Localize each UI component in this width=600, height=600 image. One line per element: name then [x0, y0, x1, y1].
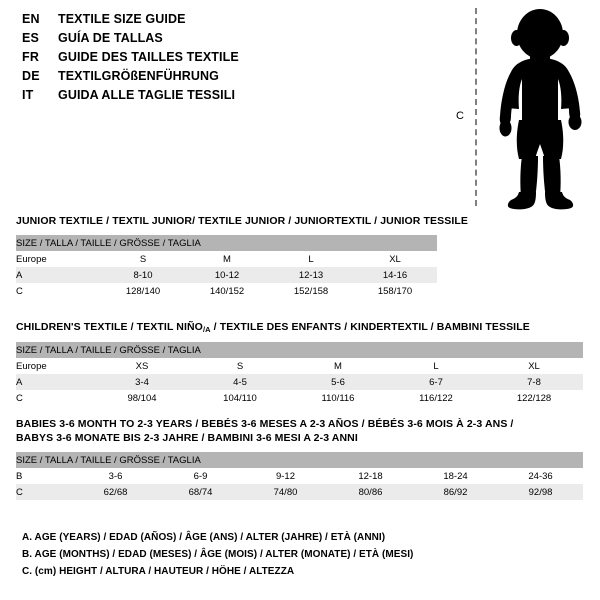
cell-value: 92/98 — [498, 484, 584, 500]
language-code: IT — [22, 88, 34, 102]
table-header-bar-row: SIZE / TALLA / TAILLE / GRÖSSE / TAGLIA — [16, 235, 438, 251]
cell-value: M — [289, 358, 387, 374]
cell-value: 3-6 — [73, 468, 158, 484]
cell-value: S — [101, 251, 185, 267]
row-label: C — [16, 283, 101, 299]
cell-value: 18-24 — [413, 468, 498, 484]
table-babies: SIZE / TALLA / TAILLE / GRÖSSE / TAGLIA … — [16, 452, 584, 500]
cell-value: 8-10 — [101, 267, 185, 283]
table-row: A 8-10 10-12 12-13 14-16 — [16, 267, 438, 283]
language-title: GUÍA DE TALLAS — [58, 31, 163, 45]
cell-value: 86/92 — [413, 484, 498, 500]
child-silhouette-icon — [499, 9, 582, 210]
cell-value: 62/68 — [73, 484, 158, 500]
table-size-bar-label: SIZE / TALLA / TAILLE / GRÖSSE / TAGLIA — [16, 452, 584, 468]
cell-value: 6-9 — [158, 468, 243, 484]
language-code: FR — [22, 50, 40, 64]
cell-value: 152/158 — [269, 283, 353, 299]
row-label: B — [16, 468, 73, 484]
section-title-children-part2: / TEXTILE DES ENFANTS / KINDERTEXTIL / B… — [210, 321, 530, 333]
row-label: C — [16, 484, 73, 500]
language-header-block: EN TEXTILE SIZE GUIDE ES GUÍA DE TALLAS … — [22, 12, 422, 107]
cell-value: 140/152 — [185, 283, 269, 299]
cell-value: S — [191, 358, 289, 374]
cell-value: 110/116 — [289, 390, 387, 406]
cell-value: 7-8 — [485, 374, 584, 390]
cell-value: 12-18 — [328, 468, 413, 484]
cell-value: XS — [93, 358, 191, 374]
height-measure-label: C — [456, 110, 464, 122]
row-label: A — [16, 374, 93, 390]
table-header-bar-row: SIZE / TALLA / TAILLE / GRÖSSE / TAGLIA — [16, 452, 584, 468]
cell-value: 68/74 — [158, 484, 243, 500]
table-row: B 3-6 6-9 9-12 12-18 18-24 24-36 — [16, 468, 584, 484]
cell-value: 24-36 — [498, 468, 584, 484]
language-row: DE TEXTILGRÖßENFÜHRUNG — [22, 69, 422, 88]
measurement-figure: C — [440, 8, 595, 213]
cell-value: XL — [353, 251, 438, 267]
cell-value: 158/170 — [353, 283, 438, 299]
cell-value: 80/86 — [328, 484, 413, 500]
legend-line-a: A. AGE (YEARS) / EDAD (AÑOS) / ÂGE (ANS)… — [22, 532, 386, 543]
cell-value: 3-4 — [93, 374, 191, 390]
table-children: SIZE / TALLA / TAILLE / GRÖSSE / TAGLIA … — [16, 342, 584, 406]
cell-value: 4-5 — [191, 374, 289, 390]
table-header-bar-row: SIZE / TALLA / TAILLE / GRÖSSE / TAGLIA — [16, 342, 584, 358]
cell-value: 12-13 — [269, 267, 353, 283]
cell-value: L — [387, 358, 485, 374]
language-row: ES GUÍA DE TALLAS — [22, 31, 422, 50]
cell-value: 128/140 — [101, 283, 185, 299]
table-row: C 98/104 104/110 110/116 116/122 122/128 — [16, 390, 584, 406]
language-row: IT GUIDA ALLE TAGLIE TESSILI — [22, 88, 422, 107]
cell-value: 6-7 — [387, 374, 485, 390]
section-title-babies-line1: BABIES 3-6 MONTH TO 2-3 YEARS / BEBÉS 3-… — [16, 418, 514, 430]
cell-value: 104/110 — [191, 390, 289, 406]
table-size-bar-label: SIZE / TALLA / TAILLE / GRÖSSE / TAGLIA — [16, 342, 584, 358]
section-junior-textile: JUNIOR TEXTILE / TEXTIL JUNIOR/ TEXTILE … — [16, 214, 468, 299]
language-title: GUIDE DES TAILLES TEXTILE — [58, 50, 239, 64]
cell-value: XL — [485, 358, 584, 374]
table-size-bar-label: SIZE / TALLA / TAILLE / GRÖSSE / TAGLIA — [16, 235, 438, 251]
section-title-children: CHILDREN'S TEXTILE / TEXTIL NIÑO/A / TEX… — [16, 320, 583, 335]
legend-line-b: B. AGE (MONTHS) / EDAD (MESES) / ÂGE (MO… — [22, 549, 414, 560]
language-row: EN TEXTILE SIZE GUIDE — [22, 12, 422, 31]
language-title: GUIDA ALLE TAGLIE TESSILI — [58, 88, 236, 102]
height-measure-dashed-line — [475, 8, 477, 206]
language-title: TEXTILGRÖßENFÜHRUNG — [58, 69, 219, 83]
section-title-children-part1: CHILDREN'S TEXTILE / TEXTIL NIÑO — [16, 321, 203, 333]
section-title-children-subscript: /A — [202, 325, 211, 334]
table-row: C 128/140 140/152 152/158 158/170 — [16, 283, 438, 299]
language-row: FR GUIDE DES TAILLES TEXTILE — [22, 50, 422, 69]
cell-value: 5-6 — [289, 374, 387, 390]
table-row: Europe S M L XL — [16, 251, 438, 267]
language-code: DE — [22, 69, 40, 83]
table-row: C 62/68 68/74 74/80 80/86 86/92 92/98 — [16, 484, 584, 500]
row-label: Europe — [16, 251, 101, 267]
cell-value: M — [185, 251, 269, 267]
table-row: A 3-4 4-5 5-6 6-7 7-8 — [16, 374, 584, 390]
cell-value: 74/80 — [243, 484, 328, 500]
row-label: A — [16, 267, 101, 283]
cell-value: L — [269, 251, 353, 267]
table-junior: SIZE / TALLA / TAILLE / GRÖSSE / TAGLIA … — [16, 235, 438, 299]
cell-value: 14-16 — [353, 267, 438, 283]
legend-line-c: C. (cm) HEIGHT / ALTURA / HAUTEUR / HÖHE… — [22, 566, 295, 577]
cell-value: 9-12 — [243, 468, 328, 484]
table-row: Europe XS S M L XL — [16, 358, 584, 374]
section-title-babies-line2: BABYS 3-6 MONATE BIS 2-3 JAHRE / BAMBINI… — [16, 432, 358, 444]
section-title-junior: JUNIOR TEXTILE / TEXTIL JUNIOR/ TEXTILE … — [16, 215, 468, 227]
cell-value: 116/122 — [387, 390, 485, 406]
section-children-textile: CHILDREN'S TEXTILE / TEXTIL NIÑO/A / TEX… — [16, 320, 584, 406]
language-title: TEXTILE SIZE GUIDE — [58, 12, 186, 26]
row-label: Europe — [16, 358, 93, 374]
language-code: ES — [22, 31, 40, 45]
cell-value: 98/104 — [93, 390, 191, 406]
cell-value: 10-12 — [185, 267, 269, 283]
language-code: EN — [22, 12, 40, 26]
cell-value: 122/128 — [485, 390, 584, 406]
legend-block: A. AGE (YEARS) / EDAD (AÑOS) / ÂGE (ANS)… — [22, 529, 413, 580]
section-babies-textile: BABIES 3-6 MONTH TO 2-3 YEARS / BEBÉS 3-… — [16, 417, 584, 500]
row-label: C — [16, 390, 93, 406]
